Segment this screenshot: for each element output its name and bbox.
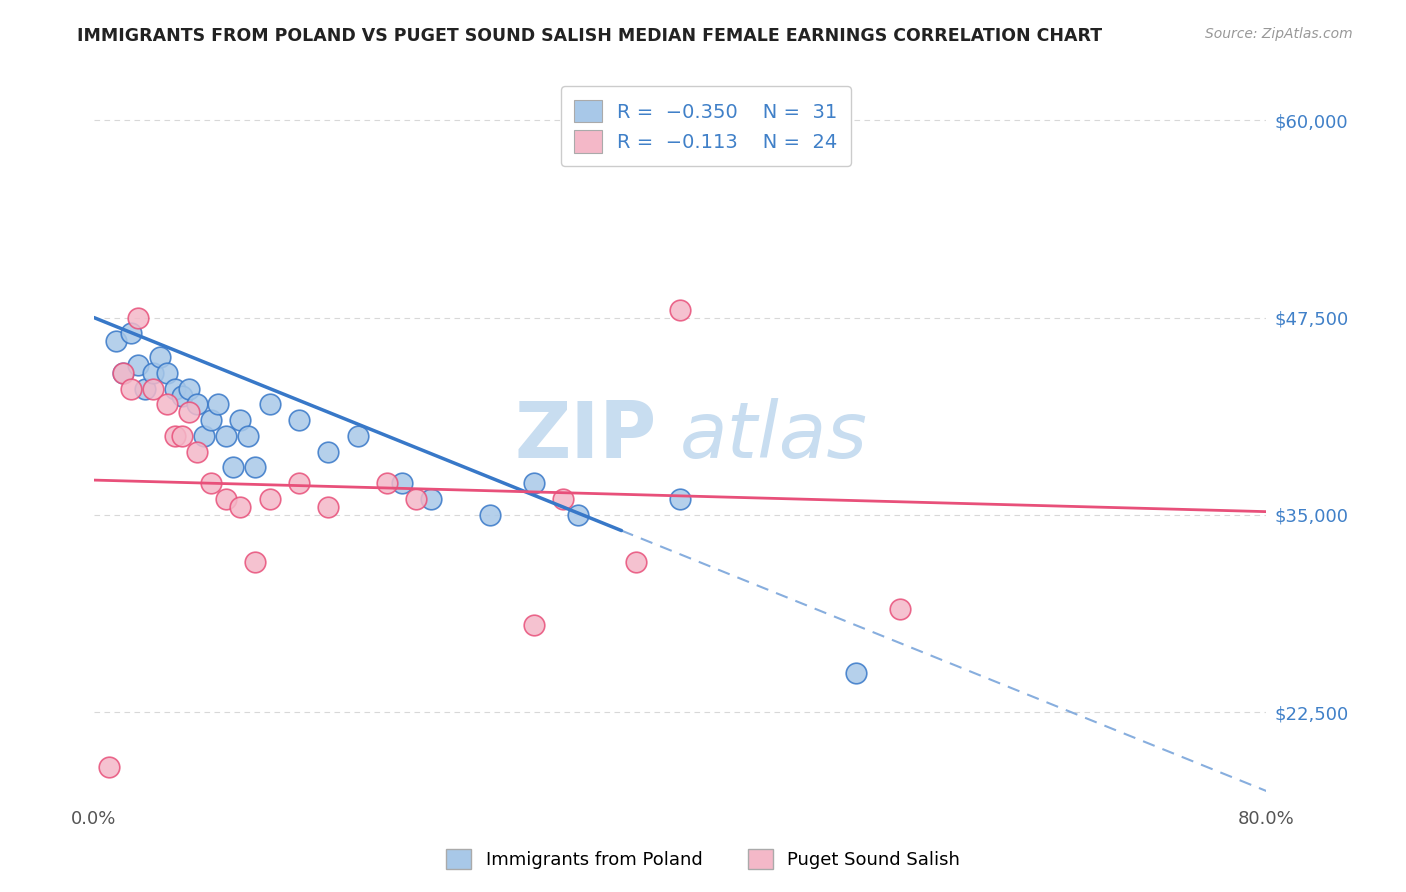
- Point: [288, 476, 311, 491]
- Point: [391, 476, 413, 491]
- Point: [669, 302, 692, 317]
- Point: [229, 413, 252, 427]
- Point: [288, 413, 311, 427]
- Point: [156, 366, 179, 380]
- Point: [420, 491, 443, 506]
- Text: IMMIGRANTS FROM POLAND VS PUGET SOUND SALISH MEDIAN FEMALE EARNINGS CORRELATION : IMMIGRANTS FROM POLAND VS PUGET SOUND SA…: [77, 27, 1102, 45]
- Point: [259, 491, 281, 506]
- Point: [669, 491, 692, 506]
- Point: [222, 460, 245, 475]
- Point: [522, 618, 544, 632]
- Point: [551, 491, 574, 506]
- Point: [149, 350, 172, 364]
- Point: [845, 665, 868, 680]
- Point: [229, 500, 252, 514]
- Point: [207, 397, 229, 411]
- Point: [215, 491, 238, 506]
- Point: [127, 358, 149, 372]
- Point: [405, 491, 427, 506]
- Text: ZIP: ZIP: [515, 398, 657, 474]
- Point: [163, 382, 186, 396]
- Point: [318, 500, 340, 514]
- Point: [889, 602, 911, 616]
- Point: [97, 760, 120, 774]
- Point: [156, 397, 179, 411]
- Point: [112, 366, 135, 380]
- Point: [200, 413, 222, 427]
- Point: [567, 508, 589, 522]
- Point: [346, 429, 368, 443]
- Point: [193, 429, 215, 443]
- Point: [141, 382, 163, 396]
- Point: [243, 460, 266, 475]
- Legend: R =  −0.350    N =  31, R =  −0.113    N =  24: R = −0.350 N = 31, R = −0.113 N = 24: [561, 87, 851, 166]
- Point: [112, 366, 135, 380]
- Point: [186, 397, 208, 411]
- Point: [179, 405, 201, 419]
- Point: [259, 397, 281, 411]
- Point: [236, 429, 259, 443]
- Point: [104, 334, 127, 349]
- Text: atlas: atlas: [681, 398, 868, 474]
- Legend: Immigrants from Poland, Puget Sound Salish: Immigrants from Poland, Puget Sound Sali…: [437, 839, 969, 879]
- Point: [120, 382, 142, 396]
- Point: [624, 555, 647, 569]
- Point: [200, 476, 222, 491]
- Point: [243, 555, 266, 569]
- Point: [127, 310, 149, 325]
- Point: [141, 366, 163, 380]
- Text: Source: ZipAtlas.com: Source: ZipAtlas.com: [1205, 27, 1353, 41]
- Point: [375, 476, 398, 491]
- Point: [170, 429, 193, 443]
- Point: [478, 508, 501, 522]
- Point: [186, 444, 208, 458]
- Point: [318, 444, 340, 458]
- Point: [179, 382, 201, 396]
- Point: [163, 429, 186, 443]
- Point: [134, 382, 156, 396]
- Point: [170, 389, 193, 403]
- Point: [215, 429, 238, 443]
- Point: [522, 476, 544, 491]
- Point: [120, 326, 142, 341]
